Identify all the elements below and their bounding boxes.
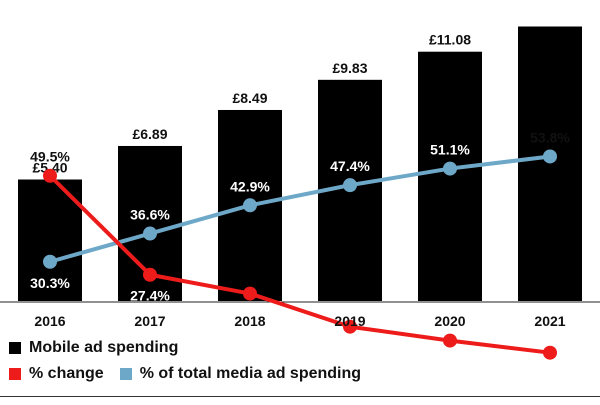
x-tick-label: 2016 — [34, 313, 65, 329]
legend-label: % of total media ad spending — [139, 365, 362, 382]
data-point-percent-change — [243, 286, 257, 301]
x-tick-label: 2020 — [434, 313, 465, 329]
percent-change-label: 12.7% — [430, 354, 470, 370]
percent-change-label: 10.0% — [530, 366, 570, 382]
x-tick-label: 2019 — [334, 313, 365, 329]
legend-label: % change — [29, 365, 104, 382]
x-tick-label: 2017 — [134, 313, 165, 329]
data-point-share-total-media — [43, 254, 57, 269]
bar-value-label: £11.08 — [429, 32, 471, 48]
legend-row-2: % change % of total media ad spending — [0, 363, 600, 385]
data-point-percent-change — [343, 319, 357, 334]
share-total-media-label: 30.3% — [30, 275, 70, 291]
data-point-share-total-media — [343, 178, 357, 193]
x-tick-label: 2021 — [534, 313, 565, 329]
data-point-share-total-media — [443, 161, 457, 176]
legend-swatch-percent-change — [9, 368, 21, 380]
share-total-media-label: 36.6% — [130, 207, 170, 223]
percent-change-label: 15.8% — [330, 340, 370, 356]
legend-item-percent-change: % change — [9, 365, 104, 383]
legend-label: Mobile ad spending — [29, 339, 179, 356]
share-total-media-label: 53.8% — [530, 129, 570, 145]
data-point-share-total-media — [143, 226, 157, 241]
percent-change-label: 49.5% — [30, 149, 70, 165]
legend-swatch-share-total-media — [119, 368, 132, 380]
bar — [418, 51, 482, 302]
bar-value-label: £6.89 — [132, 126, 167, 142]
bar-value-label: £8.49 — [232, 90, 267, 106]
data-point-percent-change — [543, 345, 557, 360]
share-total-media-label: 42.9% — [230, 178, 270, 194]
bar — [18, 179, 82, 301]
x-tick-label: 2018 — [234, 313, 265, 329]
data-point-percent-change — [443, 333, 457, 348]
series-line-percent-change — [48, 173, 552, 355]
legend-swatch-mobile-ad-spending — [9, 342, 21, 354]
legend-item-share-total-media: % of total media ad spending — [119, 365, 362, 383]
data-point-percent-change — [43, 168, 57, 183]
percent-change-label: 27.4% — [130, 288, 170, 304]
legend-item-mobile-ad-spending: Mobile ad spending — [9, 339, 178, 357]
legend-row-1: Mobile ad spending — [0, 337, 600, 359]
share-total-media-label: 47.4% — [330, 158, 370, 174]
data-point-share-total-media — [543, 149, 557, 164]
series-line-share-total-media — [48, 154, 552, 264]
percent-change-label: 23.2% — [230, 307, 270, 323]
data-point-percent-change — [143, 267, 157, 282]
bar — [518, 26, 582, 301]
bar-value-label: £5.40 — [32, 160, 67, 176]
bottom-rule — [0, 396, 600, 397]
data-point-share-total-media — [243, 198, 257, 213]
bar-value-label: £9.83 — [332, 60, 367, 76]
share-total-media-label: 51.1% — [430, 142, 470, 158]
